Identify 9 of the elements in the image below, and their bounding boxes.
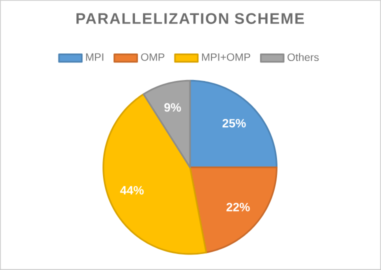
legend-label: OMP <box>141 53 164 61</box>
data-label: 25% <box>222 118 246 128</box>
data-label: 22% <box>226 202 250 212</box>
legend-label: Others <box>288 53 319 62</box>
data-label: 9% <box>164 103 181 112</box>
data-label: 44% <box>120 186 144 194</box>
legend-label: MPI+OMP <box>202 53 250 61</box>
legend-label: MPI <box>86 53 104 61</box>
chart-title: PARALLELIZATION SCHEME <box>76 13 304 24</box>
